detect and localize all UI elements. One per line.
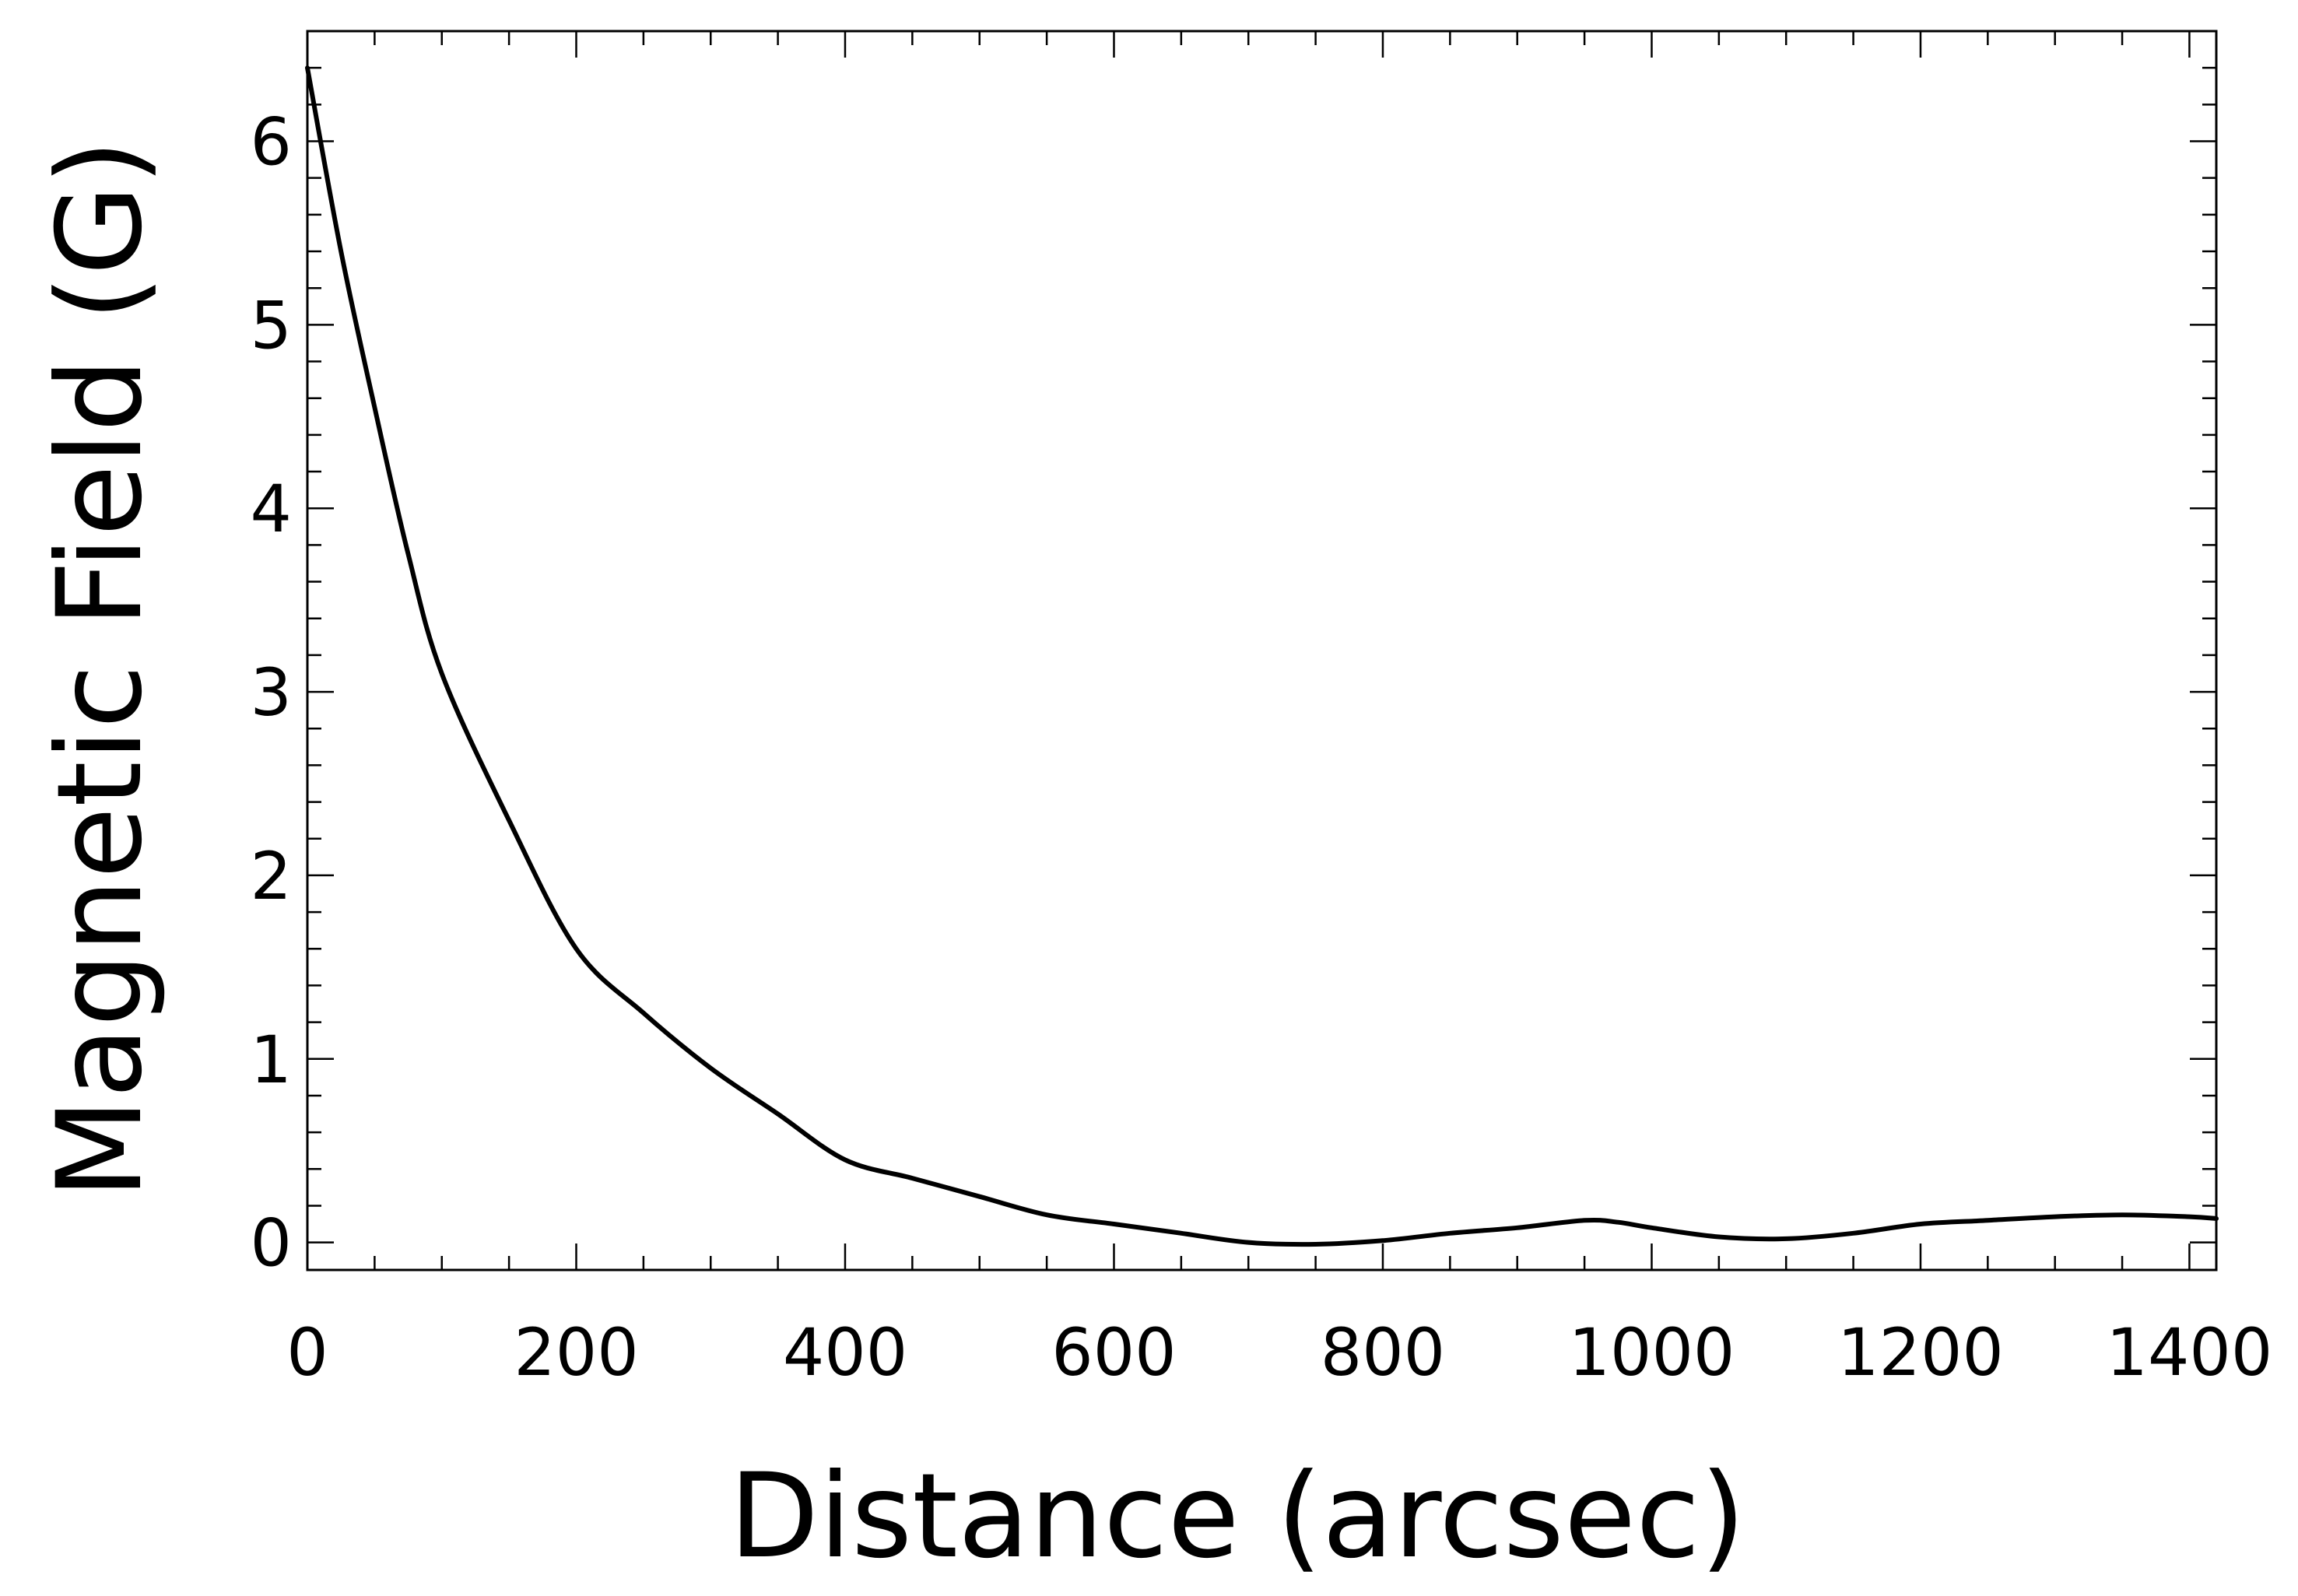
y-tick-label: 0 xyxy=(251,1205,292,1282)
y-tick-label: 2 xyxy=(251,838,292,914)
x-axis-title: Distance (arcsec) xyxy=(729,1449,1745,1584)
y-tick-label: 6 xyxy=(251,104,292,181)
x-tick-label: 1400 xyxy=(2107,1314,2273,1391)
x-tick-label: 0 xyxy=(286,1314,328,1391)
series-line xyxy=(305,65,2219,1247)
x-tick-label: 1000 xyxy=(1569,1314,1735,1391)
x-axis: 0 200 400 600 800 1000 1200 1400 xyxy=(286,31,2272,1391)
y-axis: 0 1 2 3 4 5 6 xyxy=(251,30,2216,1282)
x-tick-label: 600 xyxy=(1051,1314,1176,1391)
y-tick-label: 1 xyxy=(251,1022,292,1098)
plot-frame xyxy=(306,30,2218,1272)
x-tick-label: 200 xyxy=(514,1314,638,1391)
y-tick-label: 3 xyxy=(251,654,292,731)
y-tick-label: 4 xyxy=(251,471,292,547)
y-tick-label: 5 xyxy=(251,287,292,363)
series-layer xyxy=(305,65,2219,1247)
x-tick-label: 800 xyxy=(1321,1314,1445,1391)
plot-border xyxy=(306,30,2218,1272)
x-tick-label: 1200 xyxy=(1837,1314,2004,1391)
x-tick-label: 400 xyxy=(783,1314,907,1391)
y-axis-title: Magnetic Field (G) xyxy=(33,139,168,1199)
